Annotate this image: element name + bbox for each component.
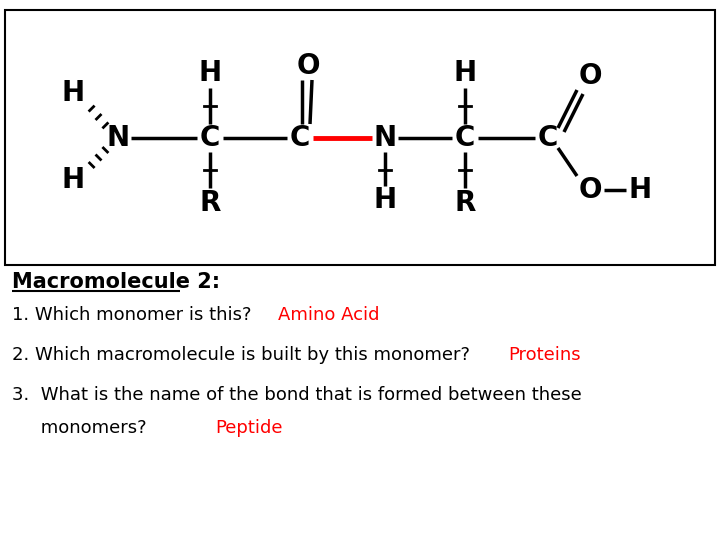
Bar	[5, 10, 715, 265]
Text: C: C	[455, 124, 475, 152]
Text: R: R	[454, 189, 476, 217]
Text: H: H	[61, 166, 84, 194]
Text: 3.  What is the name of the bond that is formed between these: 3. What is the name of the bond that is …	[12, 386, 582, 404]
Text: O: O	[296, 52, 320, 80]
Text: 2. Which macromolecule is built by this monomer?: 2. Which macromolecule is built by this …	[12, 346, 470, 364]
Text: Proteins: Proteins	[508, 346, 580, 364]
Text: C: C	[538, 124, 558, 152]
Text: C: C	[200, 124, 220, 152]
Text: Peptide: Peptide	[215, 419, 282, 437]
Text: H: H	[454, 59, 477, 87]
Text: H: H	[629, 176, 652, 204]
Text: monomers?: monomers?	[12, 419, 147, 437]
Text: C: C	[290, 124, 310, 152]
Text: H: H	[199, 59, 222, 87]
Text: H: H	[61, 79, 84, 107]
Text: Macromolecule 2:: Macromolecule 2:	[12, 272, 220, 292]
Text: Amino Acid: Amino Acid	[278, 306, 379, 324]
Text: N: N	[374, 124, 397, 152]
Text: N: N	[107, 124, 130, 152]
Text: 1. Which monomer is this?: 1. Which monomer is this?	[12, 306, 251, 324]
Text: O: O	[578, 176, 602, 204]
Text: H: H	[374, 186, 397, 214]
Text: O: O	[578, 62, 602, 90]
Text: R: R	[199, 189, 221, 217]
